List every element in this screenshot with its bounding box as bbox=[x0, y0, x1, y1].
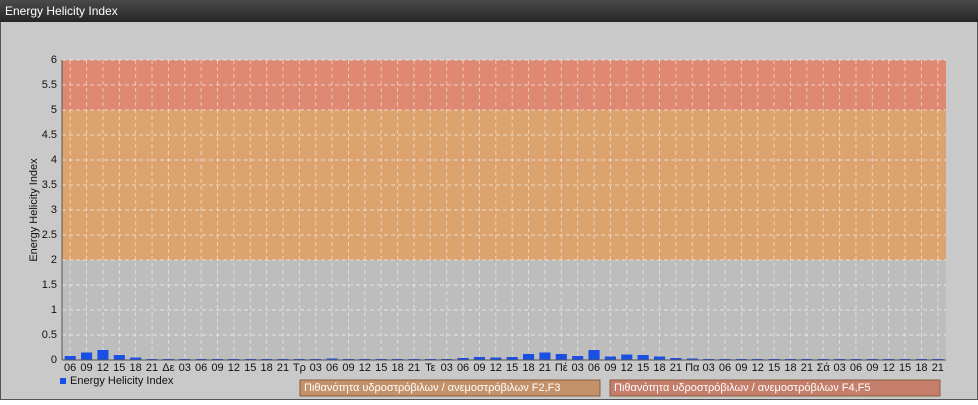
bar bbox=[473, 357, 486, 360]
x-tick-label: 03 bbox=[441, 362, 453, 374]
bar bbox=[506, 357, 518, 360]
x-tick-label: 15 bbox=[899, 362, 911, 374]
bar bbox=[113, 355, 125, 360]
y-tick-label: 1 bbox=[51, 304, 57, 316]
x-tick-label: 18 bbox=[653, 362, 665, 374]
x-tick-label: 18 bbox=[261, 362, 273, 374]
legend-swatch bbox=[60, 378, 66, 384]
x-tick-label: 21 bbox=[277, 362, 289, 374]
x-tick-label: 06 bbox=[457, 362, 469, 374]
x-tick-label: 09 bbox=[866, 362, 878, 374]
x-tick-label: 12 bbox=[490, 362, 502, 374]
bar bbox=[604, 356, 616, 360]
x-tick-label: 18 bbox=[391, 362, 403, 374]
y-tick-label: 5.5 bbox=[42, 79, 57, 91]
bar bbox=[97, 350, 109, 360]
window-title: Energy Helicity Index bbox=[5, 4, 118, 18]
y-tick-label: 4.5 bbox=[42, 129, 57, 141]
bar bbox=[653, 356, 666, 360]
x-tick-label: 15 bbox=[375, 362, 387, 374]
bar bbox=[539, 352, 551, 360]
y-tick-label: 4 bbox=[51, 154, 57, 166]
x-tick-label: 06 bbox=[719, 362, 731, 374]
y-tick-label: 2 bbox=[51, 254, 57, 266]
x-tick-label: 21 bbox=[670, 362, 682, 374]
x-tick-label: Πα bbox=[685, 362, 700, 374]
x-tick-label: 12 bbox=[883, 362, 895, 374]
x-tick-label: 03 bbox=[179, 362, 191, 374]
x-tick-label: 15 bbox=[113, 362, 125, 374]
x-tick-label: 15 bbox=[244, 362, 256, 374]
x-tick-label: 06 bbox=[64, 362, 76, 374]
bar bbox=[457, 358, 469, 360]
band-legend bbox=[299, 379, 601, 397]
x-tick-label: 03 bbox=[833, 362, 845, 374]
bar bbox=[637, 355, 649, 360]
x-tick-label: 21 bbox=[932, 362, 944, 374]
x-tick-label: 12 bbox=[621, 362, 633, 374]
x-tick-label: 03 bbox=[310, 362, 322, 374]
bar bbox=[522, 354, 535, 360]
bar bbox=[130, 357, 142, 360]
x-tick-label: 03 bbox=[572, 362, 584, 374]
band-legend-label: Πιθανότητα υδροστρόβιλων / ανεμοστρόβιλω… bbox=[614, 382, 871, 394]
x-tick-label: 09 bbox=[211, 362, 223, 374]
y-tick-label: 2.5 bbox=[42, 229, 57, 241]
bar bbox=[588, 350, 600, 360]
bar bbox=[490, 357, 502, 360]
x-tick-label: Πέ bbox=[555, 362, 568, 374]
legend-label: Energy Helicity Index bbox=[70, 375, 174, 387]
y-tick-label: 1.5 bbox=[42, 279, 57, 291]
x-tick-label: 09 bbox=[80, 362, 92, 374]
band-legend-label: Πιθανότητα υδροστρόβιλων / ανεμοστρόβιλω… bbox=[304, 382, 561, 394]
x-tick-label: 18 bbox=[915, 362, 927, 374]
bar bbox=[80, 352, 93, 360]
bar bbox=[326, 358, 338, 360]
bar bbox=[572, 356, 584, 360]
x-tick-label: 18 bbox=[130, 362, 142, 374]
title-bar bbox=[0, 0, 978, 22]
bar bbox=[670, 358, 682, 360]
y-tick-label: 0 bbox=[51, 354, 57, 366]
x-tick-label: 06 bbox=[850, 362, 862, 374]
x-tick-label: 12 bbox=[752, 362, 764, 374]
x-tick-label: Τρ bbox=[293, 362, 306, 374]
x-tick-label: 12 bbox=[97, 362, 109, 374]
x-tick-label: 18 bbox=[522, 362, 534, 374]
x-tick-label: 21 bbox=[146, 362, 158, 374]
x-tick-label: Σά bbox=[817, 362, 831, 374]
bar bbox=[686, 358, 698, 360]
bar bbox=[555, 354, 567, 360]
x-tick-label: 21 bbox=[539, 362, 551, 374]
x-tick-label: 06 bbox=[326, 362, 338, 374]
band-legend bbox=[609, 379, 941, 397]
x-tick-label: 21 bbox=[408, 362, 420, 374]
x-tick-label: 09 bbox=[735, 362, 747, 374]
x-tick-label: 21 bbox=[801, 362, 813, 374]
x-tick-label: 09 bbox=[473, 362, 485, 374]
y-axis-title: Energy Helicity Index bbox=[28, 158, 40, 262]
x-tick-label: 03 bbox=[703, 362, 715, 374]
y-tick-label: 6 bbox=[51, 54, 57, 66]
y-tick-label: 3.5 bbox=[42, 179, 57, 191]
x-tick-label: 06 bbox=[588, 362, 600, 374]
bar bbox=[621, 354, 633, 360]
x-tick-label: 18 bbox=[784, 362, 796, 374]
x-tick-label: 09 bbox=[342, 362, 354, 374]
x-tick-label: 09 bbox=[604, 362, 616, 374]
y-tick-label: 3 bbox=[51, 204, 57, 216]
x-tick-label: 15 bbox=[506, 362, 518, 374]
x-tick-label: Τε bbox=[425, 362, 436, 374]
bar bbox=[64, 356, 76, 360]
x-tick-label: 12 bbox=[359, 362, 371, 374]
x-tick-label: Δε bbox=[162, 362, 174, 374]
x-tick-label: 15 bbox=[768, 362, 780, 374]
x-tick-label: 12 bbox=[228, 362, 240, 374]
x-tick-label: 15 bbox=[637, 362, 649, 374]
x-tick-label: 06 bbox=[195, 362, 207, 374]
y-tick-label: 5 bbox=[51, 104, 57, 116]
y-tick-label: 0.5 bbox=[42, 329, 57, 341]
